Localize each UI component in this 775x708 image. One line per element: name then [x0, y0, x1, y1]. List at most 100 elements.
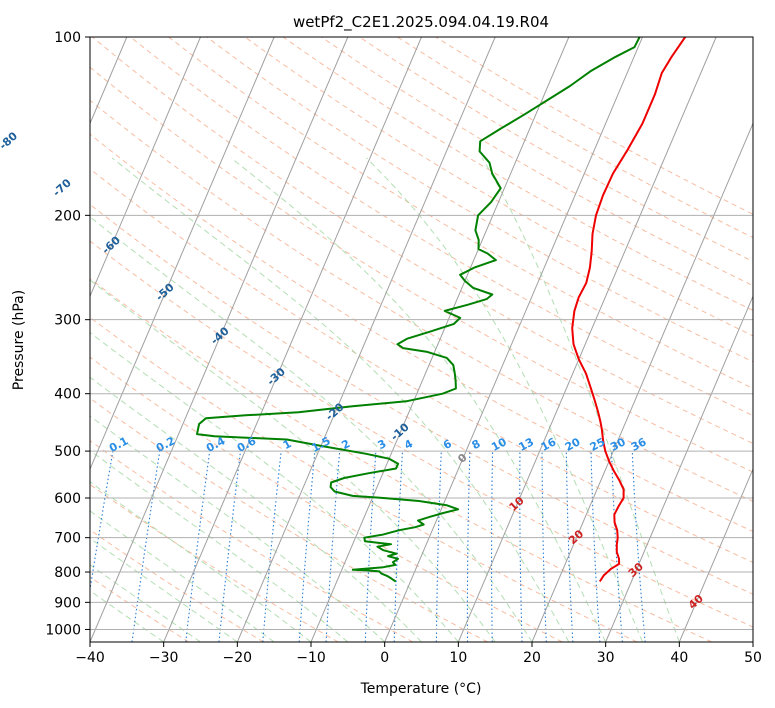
x-tick-label: 0	[380, 650, 389, 666]
mixing-ratio-label: 10	[489, 435, 509, 454]
x-tick-label: −20	[223, 650, 253, 666]
isotherm-line	[605, 295, 753, 642]
moist-adiabat-line	[90, 590, 164, 642]
mixing-ratio-line	[490, 451, 494, 642]
dry-adiabat-line	[206, 37, 753, 363]
isotherm-line	[310, 37, 570, 642]
y-tick-label: 300	[54, 313, 81, 329]
dry-adiabat-line	[359, 37, 753, 263]
dry-adiabat-line	[130, 37, 753, 417]
dry-adiabat-line	[282, 37, 753, 312]
mixing-ratio-label: 1.5	[309, 434, 332, 455]
y-axis-ticks: 100 200 300 400 500 600 700 800 900 1000	[45, 30, 90, 638]
plot-frame	[89, 36, 754, 643]
moist-adiabat-line	[90, 537, 238, 642]
mixing-ratio-label: 20	[563, 435, 583, 454]
dry-adiabat-line	[90, 397, 488, 642]
mixing-ratio-labels: 0.1 0.2 0.4 0.6 1 1.5 2 3 4 6 8 10 13 16 20 25 30 36	[107, 434, 649, 455]
isotherm-label: -70	[50, 176, 74, 199]
isotherm-label: 20	[566, 527, 586, 547]
moist-adiabat-line	[90, 510, 275, 642]
mixing-ratio-label: 36	[629, 435, 649, 454]
mixing-ratio-label: 25	[588, 435, 608, 454]
isotherm-label: -80	[0, 129, 20, 152]
dry-adiabat-line	[90, 316, 638, 642]
mixing-ratio-label: 6	[441, 437, 454, 452]
x-tick-label: −40	[75, 650, 105, 666]
mixing-ratio-label: 3	[376, 437, 389, 452]
dry-adiabat-line	[90, 66, 753, 473]
isotherm-label: -60	[100, 234, 124, 257]
dry-adiabat-line	[90, 440, 414, 642]
x-tick-label: −30	[149, 650, 179, 666]
y-tick-label: 500	[54, 444, 81, 460]
y-axis-label: Pressure (hPa)	[11, 290, 27, 390]
mixing-ratio-label: 0.2	[154, 434, 177, 455]
dry-adiabat-line	[90, 483, 339, 642]
dry-adiabat-line	[90, 356, 563, 642]
isotherm-label: -50	[153, 281, 177, 304]
isotherm-line	[678, 467, 753, 642]
dry-adiabat-line	[90, 133, 753, 533]
y-tick-label: 800	[54, 565, 81, 581]
x-tick-label: 20	[523, 650, 541, 666]
isotherm-label: 30	[626, 560, 646, 580]
dry-adiabat-line	[90, 278, 712, 642]
isotherm-label: -20	[323, 400, 347, 423]
isotherm-label: 10	[507, 494, 527, 514]
mixing-ratio-line	[298, 451, 316, 642]
isotherm-label: 0	[455, 451, 470, 466]
isotherm-line	[457, 37, 717, 642]
mixing-ratio-line	[262, 451, 282, 642]
pressure-gridlines	[90, 37, 753, 630]
dry-adiabat-line	[90, 240, 753, 628]
moist-adiabat-line	[90, 449, 349, 642]
x-tick-label: −10	[296, 650, 326, 666]
mixing-ratio-line	[631, 451, 646, 642]
isotherm-line	[384, 37, 643, 642]
dry-adiabat-line	[90, 203, 753, 595]
y-tick-label: 700	[54, 531, 81, 547]
y-tick-label: 200	[54, 208, 81, 224]
dry-adiabat-line	[168, 37, 753, 389]
x-axis-label: Temperature (°C)	[360, 681, 482, 697]
moist-adiabat-line	[481, 157, 680, 642]
y-tick-label: 400	[54, 387, 81, 403]
mixing-ratio-label: 0.1	[107, 434, 130, 455]
x-tick-label: 30	[597, 650, 615, 666]
mixing-ratio-line	[565, 451, 574, 642]
x-axis-ticks: −40 −30 −20 −10 0 10 20 30 40 50	[75, 642, 762, 666]
dewpoint-line	[196, 37, 641, 583]
dry-adiabat-line	[435, 37, 753, 215]
x-tick-label: 40	[670, 650, 688, 666]
y-tick-label: 100	[54, 30, 81, 46]
mixing-ratio-label: 1	[281, 437, 294, 452]
mixing-ratio-line	[218, 451, 242, 642]
isotherm-line	[90, 37, 349, 642]
mixing-ratio-label: 8	[470, 437, 483, 452]
mixing-ratio-line	[131, 451, 161, 642]
mixing-ratio-line	[185, 451, 211, 642]
isotherm-line	[236, 37, 496, 642]
moist-adiabat-line	[90, 481, 312, 642]
chart-title: wetPf2_C2E1.2025.094.04.19.R04	[293, 13, 549, 32]
y-tick-label: 600	[54, 491, 81, 507]
x-tick-label: 10	[449, 650, 467, 666]
mixing-ratio-label: 30	[608, 435, 628, 454]
y-tick-label: 900	[54, 595, 81, 611]
mixing-ratio-label: 16	[539, 435, 559, 454]
isotherm-line	[531, 122, 753, 642]
y-tick-label: 1000	[45, 622, 81, 638]
mixing-ratio-line	[519, 451, 523, 642]
isotherm-label: -40	[208, 324, 232, 347]
isotherm-label: -30	[265, 365, 289, 388]
temperature-line	[571, 37, 687, 583]
isotherm-line	[90, 37, 275, 471]
isotherm-line	[90, 37, 201, 298]
dry-adiabat-line	[90, 576, 190, 642]
profile-lines	[196, 37, 687, 583]
mixing-ratio-line	[435, 451, 442, 642]
isotherm-line	[163, 37, 422, 642]
isotherm-label: 40	[686, 592, 706, 612]
